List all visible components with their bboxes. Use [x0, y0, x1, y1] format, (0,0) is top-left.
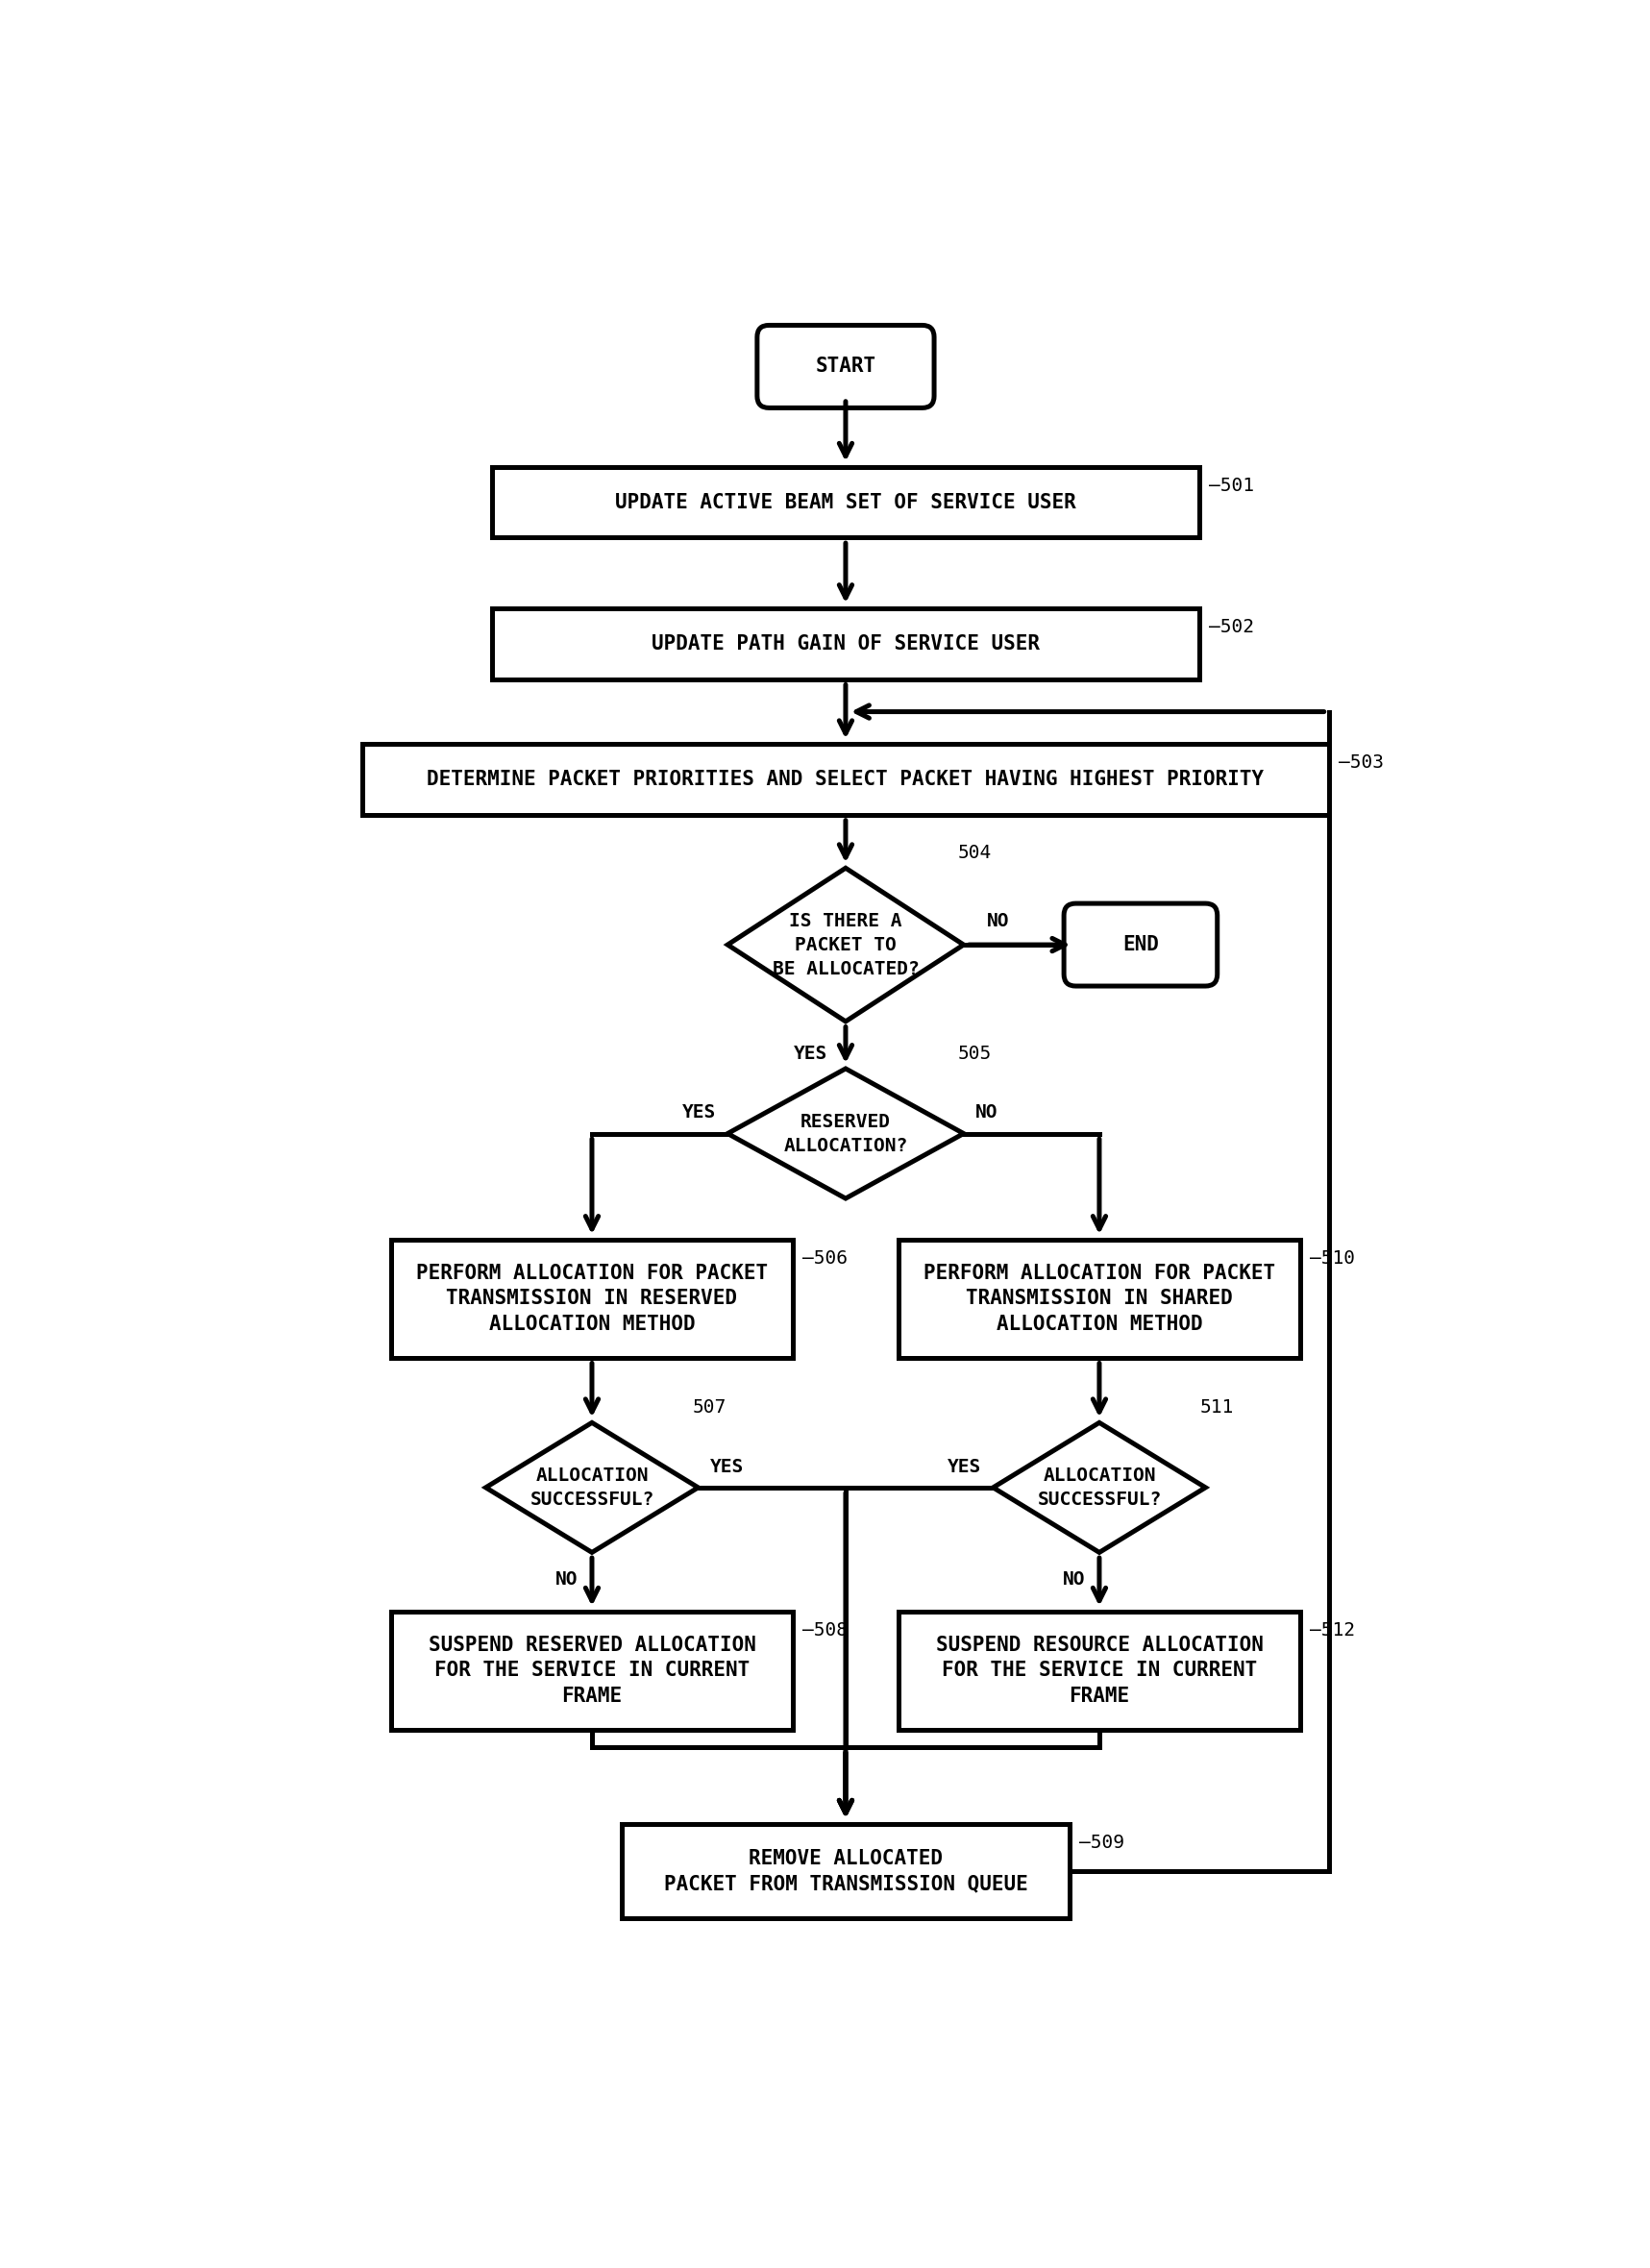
Polygon shape — [728, 1068, 964, 1198]
Text: NO: NO — [554, 1569, 577, 1588]
FancyBboxPatch shape — [622, 1823, 1069, 1919]
Text: RESERVED
ALLOCATION?: RESERVED ALLOCATION? — [784, 1111, 908, 1154]
Polygon shape — [485, 1422, 698, 1551]
FancyBboxPatch shape — [492, 467, 1200, 538]
Text: —503: —503 — [1338, 753, 1384, 771]
Text: ALLOCATION
SUCCESSFUL?: ALLOCATION SUCCESSFUL? — [530, 1467, 653, 1508]
Polygon shape — [993, 1422, 1206, 1551]
Text: PERFORM ALLOCATION FOR PACKET
TRANSMISSION IN SHARED
ALLOCATION METHOD: PERFORM ALLOCATION FOR PACKET TRANSMISSI… — [924, 1263, 1275, 1334]
Text: 507: 507 — [693, 1399, 726, 1418]
Text: IS THERE A
PACKET TO
BE ALLOCATED?: IS THERE A PACKET TO BE ALLOCATED? — [772, 912, 919, 978]
Text: SUSPEND RESERVED ALLOCATION
FOR THE SERVICE IN CURRENT
FRAME: SUSPEND RESERVED ALLOCATION FOR THE SERV… — [427, 1635, 756, 1706]
Text: NO: NO — [1063, 1569, 1086, 1588]
FancyBboxPatch shape — [361, 744, 1330, 814]
Text: START: START — [815, 356, 876, 376]
Text: REMOVE ALLOCATED
PACKET FROM TRANSMISSION QUEUE: REMOVE ALLOCATED PACKET FROM TRANSMISSIO… — [663, 1848, 1028, 1894]
Text: 504: 504 — [957, 844, 992, 862]
Text: YES: YES — [710, 1458, 744, 1476]
Text: UPDATE ACTIVE BEAM SET OF SERVICE USER: UPDATE ACTIVE BEAM SET OF SERVICE USER — [615, 492, 1076, 513]
FancyBboxPatch shape — [899, 1613, 1300, 1730]
Text: DETERMINE PACKET PRIORITIES AND SELECT PACKET HAVING HIGHEST PRIORITY: DETERMINE PACKET PRIORITIES AND SELECT P… — [427, 769, 1264, 789]
FancyBboxPatch shape — [391, 1241, 792, 1359]
FancyBboxPatch shape — [757, 324, 934, 408]
Text: YES: YES — [794, 1046, 828, 1064]
Text: —509: —509 — [1079, 1833, 1124, 1851]
FancyBboxPatch shape — [391, 1613, 792, 1730]
Text: ALLOCATION
SUCCESSFUL?: ALLOCATION SUCCESSFUL? — [1038, 1467, 1162, 1508]
Text: END: END — [1122, 934, 1158, 955]
Text: NO: NO — [975, 1105, 998, 1123]
Text: PERFORM ALLOCATION FOR PACKET
TRANSMISSION IN RESERVED
ALLOCATION METHOD: PERFORM ALLOCATION FOR PACKET TRANSMISSI… — [416, 1263, 767, 1334]
Text: 505: 505 — [957, 1046, 992, 1064]
Text: —510: —510 — [1310, 1250, 1355, 1268]
Text: SUSPEND RESOURCE ALLOCATION
FOR THE SERVICE IN CURRENT
FRAME: SUSPEND RESOURCE ALLOCATION FOR THE SERV… — [936, 1635, 1264, 1706]
Text: —512: —512 — [1310, 1622, 1355, 1640]
Text: 511: 511 — [1200, 1399, 1234, 1418]
Text: —508: —508 — [802, 1622, 846, 1640]
Text: YES: YES — [947, 1458, 982, 1476]
FancyBboxPatch shape — [492, 608, 1200, 678]
Text: NO: NO — [987, 912, 1010, 930]
FancyBboxPatch shape — [1064, 903, 1218, 987]
Text: —506: —506 — [802, 1250, 846, 1268]
Polygon shape — [728, 869, 964, 1021]
Text: YES: YES — [681, 1105, 716, 1123]
Text: —502: —502 — [1209, 617, 1254, 635]
FancyBboxPatch shape — [899, 1241, 1300, 1359]
Text: —501: —501 — [1209, 476, 1254, 494]
Text: UPDATE PATH GAIN OF SERVICE USER: UPDATE PATH GAIN OF SERVICE USER — [652, 635, 1040, 653]
